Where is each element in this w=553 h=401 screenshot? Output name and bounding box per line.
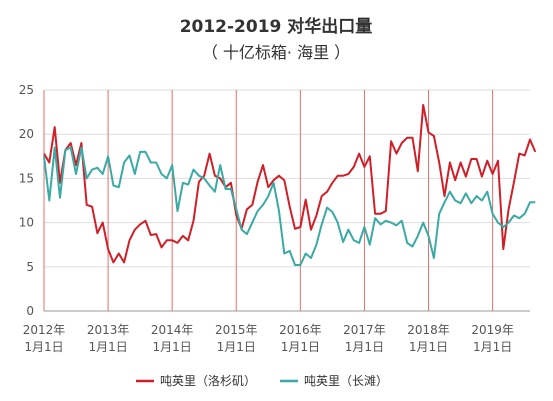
- x-tick-label-date: 1月1日: [345, 340, 384, 354]
- x-tick-label-date: 1月1日: [24, 340, 63, 354]
- legend-label-2: 吨英里（长滩）: [304, 374, 388, 388]
- year-lines: [43, 90, 494, 311]
- y-tick-label: 10: [19, 216, 34, 230]
- series-line-2: [43, 146, 536, 266]
- y-tick-label: 25: [19, 83, 34, 97]
- grid: [44, 89, 530, 312]
- x-tick-label-date: 1月1日: [281, 340, 320, 354]
- x-tick-label-year: 2017年: [343, 323, 386, 337]
- x-axis: 2012年 1月1日 2013年 1月1日 2014年 1月1日 2015年 1月1日 2016…: [23, 323, 514, 354]
- series-lines: [43, 104, 537, 266]
- x-tick-label-year: 2015年: [215, 323, 258, 337]
- legend: 吨英里（洛杉矶） 吨英里（长滩）: [136, 373, 388, 388]
- series-line-1: [43, 104, 537, 264]
- y-tick-label: 20: [19, 127, 34, 141]
- x-tick-label-year: 2012年: [23, 323, 66, 337]
- chart-title: 2012-2019 对华出口量: [180, 16, 373, 37]
- x-tick-label-year: 2014年: [151, 323, 194, 337]
- y-tick-label: 5: [26, 260, 34, 274]
- x-tick-label-year: 2013年: [87, 323, 130, 337]
- chart-subtitle: （ 十亿标箱· 海里 ）: [202, 43, 350, 62]
- x-tick-label-date: 1月1日: [217, 340, 256, 354]
- x-tick-label-date: 1月1日: [473, 340, 512, 354]
- y-tick-label: 15: [19, 171, 34, 185]
- x-tick-label-year: 2018年: [407, 323, 450, 337]
- x-tick-label-date: 1月1日: [88, 340, 127, 354]
- x-tick-label-date: 1月1日: [409, 340, 448, 354]
- x-tick-label-year: 2019年: [471, 323, 514, 337]
- x-tick-label-year: 2016年: [279, 323, 322, 337]
- y-axis: 0 5 10 15 20 25: [19, 83, 34, 318]
- y-tick-label: 0: [26, 304, 34, 318]
- x-tick-label-date: 1月1日: [153, 340, 192, 354]
- legend-label-1: 吨英里（洛杉矶）: [160, 373, 256, 388]
